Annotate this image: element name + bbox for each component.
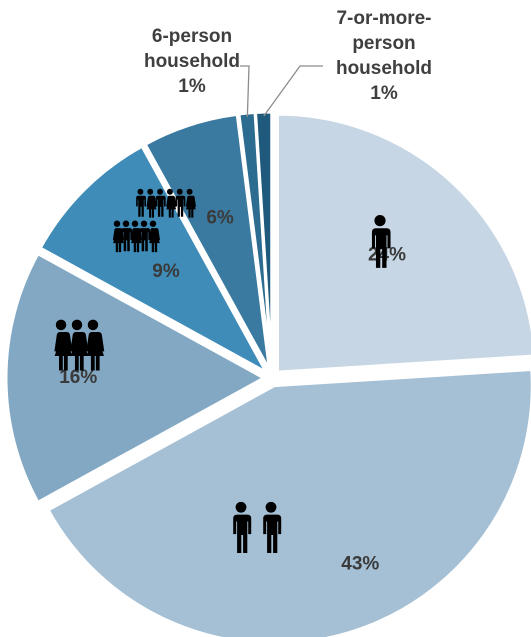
data-label: 6% [206,207,234,228]
data-label: 43% [341,553,379,574]
callout-7-or-more-person: 7-or-more-person household 1% [336,8,432,104]
pie-slice [275,112,531,374]
pie-slice [143,112,272,372]
pie-slice [46,368,531,637]
leader-lines-layer [240,65,323,118]
pie-slice [253,110,274,371]
callouts-layer: 6-person household 1% 7-or-more-person house… [144,8,432,104]
leader-line-6-person [240,65,250,118]
pie-slice [38,144,271,377]
callout-6-person: 6-person household 1% [144,26,240,97]
data-label: 16% [59,367,97,388]
data-label: 9% [152,261,180,282]
leader-line-7-or-more-person [263,65,323,117]
pie-slice [4,251,268,505]
